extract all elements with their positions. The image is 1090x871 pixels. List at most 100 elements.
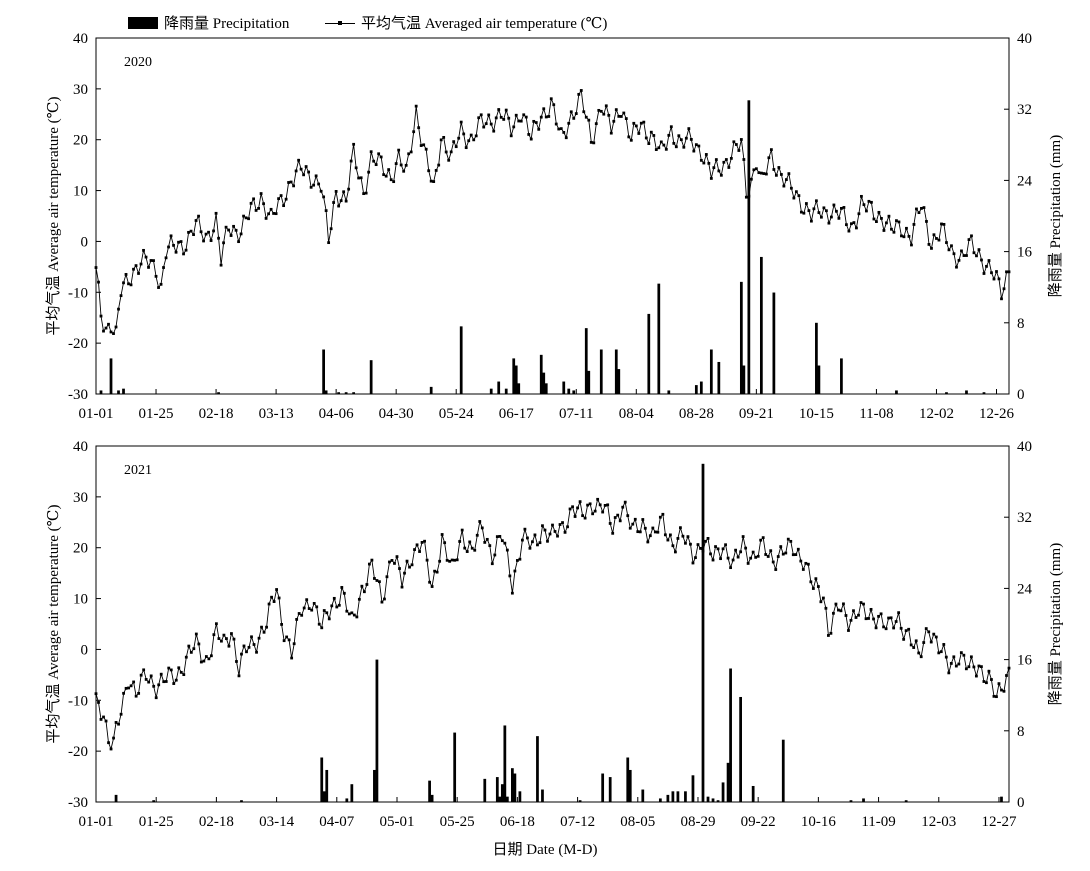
temperature-point xyxy=(304,165,308,168)
temperature-point xyxy=(899,626,903,630)
panel-year-label: 2020 xyxy=(124,55,152,70)
temperature-point xyxy=(644,136,648,140)
plot-frame xyxy=(95,445,1010,803)
temperature-point xyxy=(980,258,983,262)
temperature-point xyxy=(699,158,703,162)
temperature-point xyxy=(894,620,898,623)
temperature-line xyxy=(95,497,1010,751)
x-tick-label: 03-14 xyxy=(259,814,294,830)
temperature-point xyxy=(647,142,651,146)
temperature-point xyxy=(584,115,588,119)
temperature-point xyxy=(954,664,958,668)
temperature-point xyxy=(107,741,110,745)
temperature-point xyxy=(914,639,918,643)
temperature-point xyxy=(985,264,988,268)
temperature-point xyxy=(947,671,951,675)
temperature-point xyxy=(842,602,845,606)
temperature-point xyxy=(618,519,622,523)
temperature-point xyxy=(654,148,658,151)
temperature-point xyxy=(370,558,374,562)
temperature-point xyxy=(608,522,612,525)
temperature-point xyxy=(593,509,597,513)
temperature-point xyxy=(505,548,509,552)
temperature-point xyxy=(567,121,571,125)
temperature-point xyxy=(387,168,391,171)
temperature-point xyxy=(917,211,921,215)
temperature-point xyxy=(418,550,421,553)
temperature-point xyxy=(563,530,567,534)
temperature-point xyxy=(862,602,865,606)
temperature-point xyxy=(935,237,938,240)
precip-bar xyxy=(428,780,431,802)
y2-tick-label: 24 xyxy=(1017,173,1033,189)
precip-bar xyxy=(701,463,705,802)
temperature-point xyxy=(459,120,463,124)
x-tick-label: 04-30 xyxy=(379,406,414,422)
temperature-point xyxy=(960,249,963,253)
temperature-point xyxy=(957,258,961,262)
precip-bar xyxy=(539,354,543,394)
temperature-point xyxy=(860,194,863,198)
temperature-point xyxy=(576,506,579,510)
temperature-point xyxy=(837,608,840,612)
y2-tick-label: 32 xyxy=(1017,510,1032,526)
temperature-point xyxy=(636,530,640,534)
precip-bar xyxy=(666,794,670,802)
temperature-point xyxy=(997,682,1001,686)
precip-bar xyxy=(505,796,509,802)
temperature-point xyxy=(274,212,278,216)
temperature-point xyxy=(425,558,429,562)
temperature-point xyxy=(352,613,356,617)
temperature-point xyxy=(129,684,133,688)
precip-bar xyxy=(322,349,325,394)
legend-line-swatch xyxy=(325,18,355,28)
y-tick-label: 20 xyxy=(73,541,88,557)
temperature-point xyxy=(109,747,113,751)
temperature-point xyxy=(367,562,371,566)
temperature-point xyxy=(337,603,341,607)
temperature-point xyxy=(438,559,442,563)
temperature-point xyxy=(365,583,369,586)
temperature-point xyxy=(616,513,620,517)
temperature-point xyxy=(557,127,561,131)
temperature-point xyxy=(822,206,826,210)
temperature-point xyxy=(694,556,697,560)
temperature-point xyxy=(939,650,943,654)
temperature-point xyxy=(514,113,518,117)
temperature-point xyxy=(885,221,888,225)
temperature-point xyxy=(619,115,623,118)
temperature-point xyxy=(729,566,732,570)
temperature-point xyxy=(912,223,916,226)
x-tick-label: 02-18 xyxy=(199,406,234,422)
temperature-point xyxy=(500,539,504,543)
temperature-point xyxy=(529,137,533,141)
precip-bar xyxy=(815,322,818,394)
temperature-point xyxy=(470,546,474,550)
temperature-point xyxy=(719,557,722,561)
temperature-point xyxy=(409,150,413,154)
temperature-point xyxy=(447,158,451,162)
temperature-point xyxy=(737,149,741,152)
temperature-point xyxy=(932,233,936,237)
precip-bar xyxy=(699,381,703,394)
temperature-point xyxy=(920,206,923,210)
temperature-point xyxy=(880,217,883,220)
temperature-point xyxy=(254,209,258,212)
temperature-point xyxy=(332,201,336,204)
temperature-point xyxy=(962,653,966,657)
temperature-point xyxy=(174,250,178,254)
precip-bar xyxy=(817,365,821,394)
temperature-point xyxy=(159,282,163,286)
temperature-point xyxy=(882,625,885,629)
temperature-point xyxy=(792,196,796,200)
temperature-point xyxy=(172,682,176,685)
temperature-point xyxy=(607,113,611,117)
temperature-point xyxy=(515,559,519,562)
temperature-point xyxy=(711,558,715,562)
precip-bar xyxy=(657,283,661,394)
temperature-point xyxy=(975,254,978,258)
temperature-point xyxy=(717,169,721,173)
temperature-point xyxy=(508,574,512,578)
temperature-point xyxy=(832,611,835,615)
temperature-point xyxy=(488,544,492,548)
